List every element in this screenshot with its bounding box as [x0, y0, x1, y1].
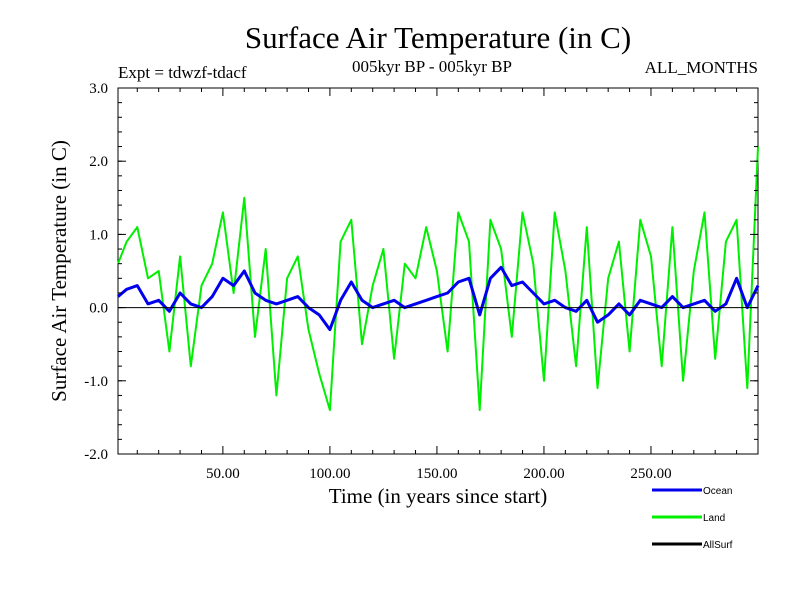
experiment-label: Expt = tdwzf-tdacf: [118, 63, 247, 82]
legend-label-allsurf: AllSurf: [703, 540, 733, 551]
x-tick-label: 100.00: [309, 466, 350, 482]
series-line-ocean: [117, 265, 760, 332]
x-tick-label: 50.00: [206, 466, 240, 482]
y-tick-label: 1.0: [89, 227, 108, 243]
y-tick-label: 3.0: [89, 81, 108, 97]
y-tick-label: 0.0: [89, 301, 108, 317]
ticks-layer: -2.0 -1.0 0.0 1.0 2.0 3.0 50.00 100.00 150.00 200…: [84, 81, 758, 482]
chart-subtitle: 005kyr BP - 005kyr BP: [352, 57, 512, 76]
legend-label-ocean: Ocean: [703, 486, 732, 497]
plot-frame: [117, 87, 759, 455]
legend: Ocean Land AllSurf: [652, 486, 733, 551]
y-tick-label: 2.0: [89, 154, 108, 170]
x-tick-label: 200.00: [523, 466, 564, 482]
x-tick-label: 150.00: [416, 466, 457, 482]
series-layer: [117, 146, 760, 412]
y-tick-label: -2.0: [84, 447, 108, 463]
plot-area: -2.0 -1.0 0.0 1.0 2.0 3.0 50.00 100.00 150.00 200…: [84, 81, 760, 482]
series-line-land: [117, 146, 759, 412]
y-tick-label: -1.0: [84, 374, 108, 390]
legend-label-land: Land: [703, 513, 725, 524]
y-axis-label: Surface Air Temperature (in C): [47, 140, 71, 402]
season-label: ALL_MONTHS: [645, 58, 758, 77]
chart-title: Surface Air Temperature (in C): [245, 20, 631, 55]
x-tick-label: 250.00: [630, 466, 671, 482]
x-axis-label: Time (in years since start): [329, 484, 548, 508]
